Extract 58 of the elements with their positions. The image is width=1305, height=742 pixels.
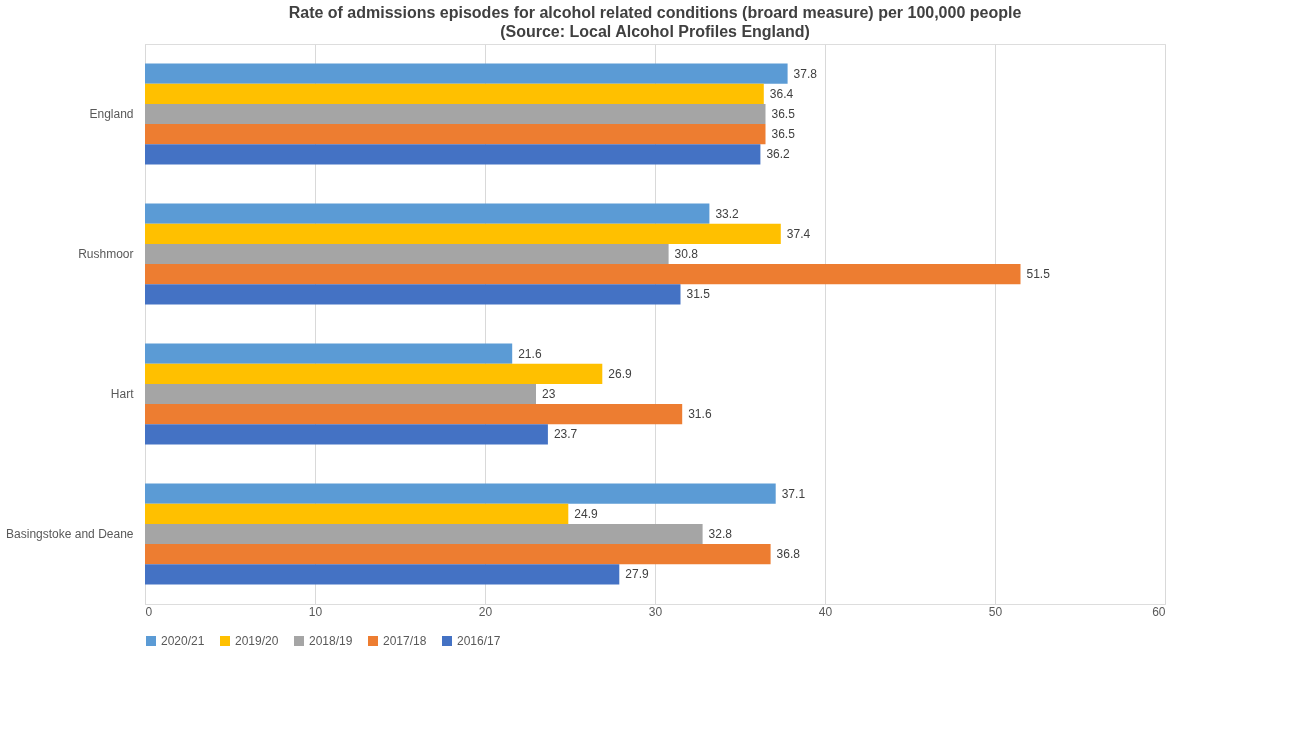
x-tick-label: 20 [478, 604, 493, 619]
data-label: 33.2 [715, 206, 740, 221]
legend-label: 2017/18 [383, 634, 427, 648]
data-label: 23.7 [553, 427, 578, 442]
chart-title: Rate of admissions episodes for alcohol related conditions (broard measure) per 100,000 people [288, 4, 1022, 21]
bar [145, 63, 788, 84]
legend-label: 2020/21 [161, 634, 205, 648]
y-tick-label: Hart [110, 387, 135, 401]
data-label: 37.4 [786, 226, 811, 241]
bar [145, 124, 766, 145]
data-label: 36.5 [771, 107, 796, 121]
bar [145, 544, 771, 565]
bar [145, 363, 603, 384]
x-tick-label: 60 [1152, 604, 1166, 619]
y-tick-label: England [89, 107, 134, 121]
bar [145, 383, 536, 405]
data-label: 36.4 [769, 86, 794, 101]
x-tick-label: 10 [308, 604, 323, 619]
x-tick-label: 30 [648, 604, 663, 619]
y-tick-label: Rushmoor [78, 247, 134, 261]
x-tick-label: 0 [145, 604, 153, 619]
data-label: 27.9 [625, 567, 649, 582]
bar [145, 503, 569, 524]
y-tick-label: Basingstoke and Deane [6, 527, 134, 541]
data-label: 51.5 [1026, 267, 1051, 282]
bar [145, 83, 764, 104]
chart-subtitle: (Source: Local Alcohol Profiles England) [500, 23, 810, 40]
x-tick-label: 50 [988, 604, 1003, 619]
legend-label: 2018/19 [309, 634, 353, 648]
bar [145, 243, 669, 265]
data-label: 32.8 [708, 527, 733, 541]
data-label: 21.6 [518, 346, 542, 361]
data-label: 26.9 [608, 366, 632, 381]
data-label: 30.8 [674, 247, 699, 261]
bar [145, 564, 620, 585]
data-label: 36.5 [771, 127, 796, 142]
x-tick-label: 40 [818, 604, 833, 619]
bar [145, 523, 703, 545]
bar [145, 404, 683, 425]
legend-label: 2016/17 [457, 634, 501, 648]
bar [145, 284, 681, 305]
bar [145, 343, 513, 364]
bar [145, 483, 776, 504]
data-label: 37.1 [781, 486, 806, 501]
bar [145, 424, 548, 445]
data-label: 31.6 [688, 407, 712, 422]
legend-label: 2019/20 [235, 634, 279, 648]
data-label: 31.5 [686, 287, 711, 302]
bar [145, 223, 781, 244]
bar [145, 144, 761, 165]
bar [145, 203, 710, 224]
data-label: 23 [542, 387, 556, 401]
bar [145, 264, 1021, 285]
data-label: 36.2 [766, 147, 791, 162]
data-label: 24.9 [574, 506, 598, 521]
data-label: 37.8 [793, 66, 818, 81]
data-label: 36.8 [776, 547, 801, 562]
bar [145, 103, 766, 125]
